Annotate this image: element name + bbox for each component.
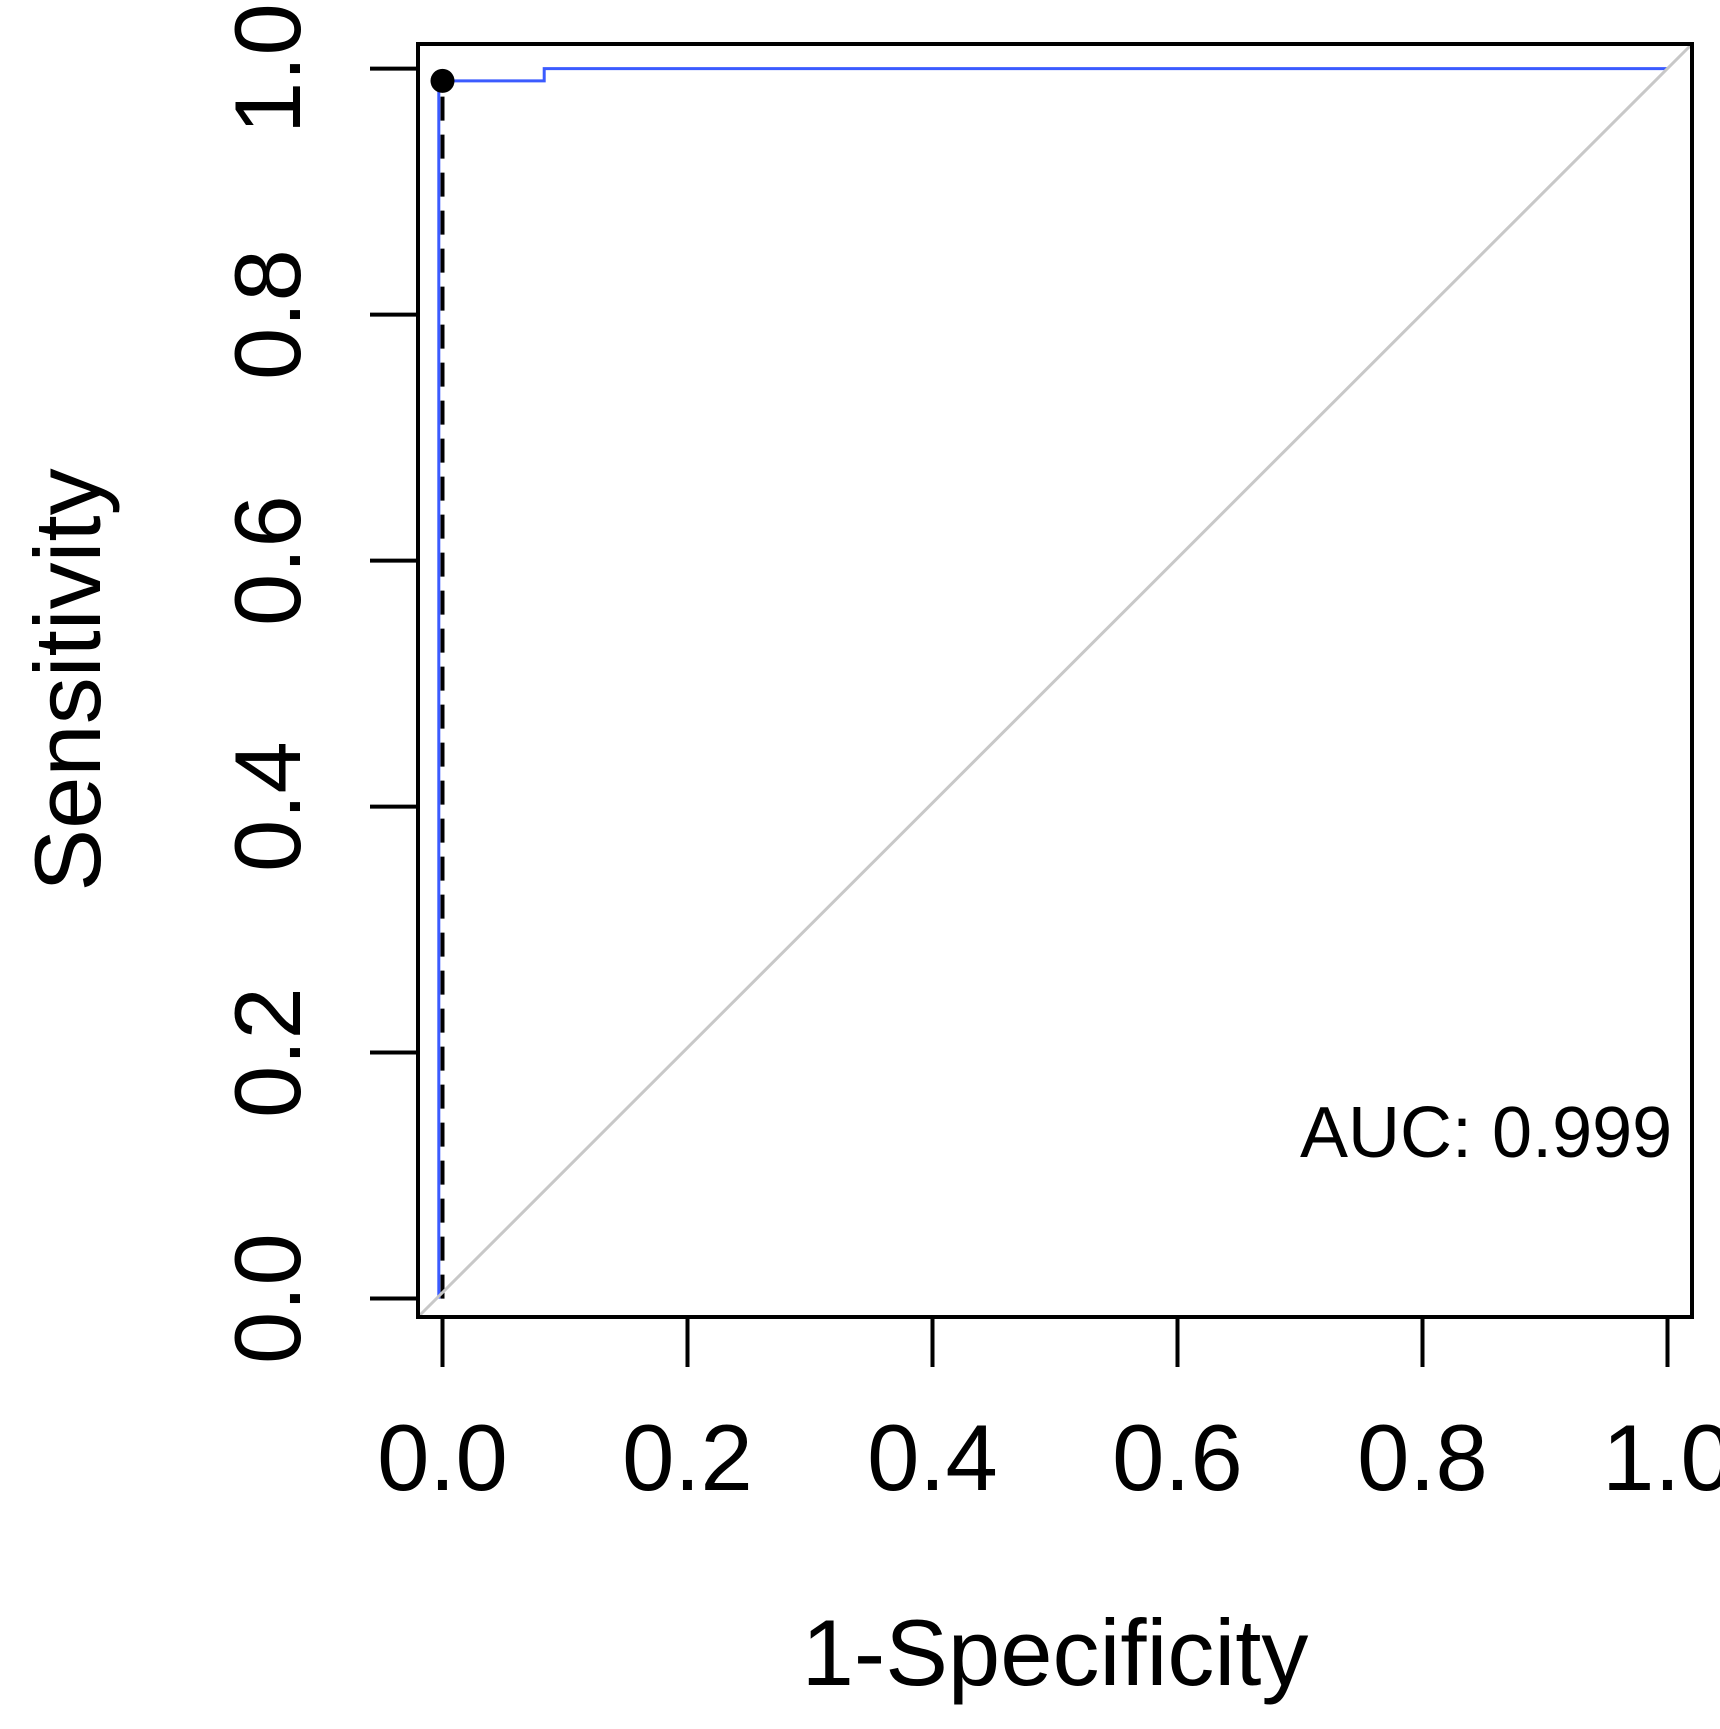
x-axis-title: 1-Specificity <box>802 1600 1309 1705</box>
y-tick-label: 0.6 <box>215 495 320 626</box>
y-tick-label: 0.8 <box>215 249 320 380</box>
plot-frame <box>416 42 1694 1319</box>
x-tick-label: 0.6 <box>1112 1405 1243 1510</box>
roc-curve-line <box>437 67 1668 1299</box>
text-layer: 0.0 0.2 0.4 0.6 0.8 1.0 0.0 0.2 0.4 0.6 0.8 1.0 1-Sp… <box>15 3 1720 1705</box>
y-tick-label: 1.0 <box>215 3 320 134</box>
y-tick-label: 0.2 <box>215 987 320 1118</box>
x-tick-label: 0.4 <box>867 1405 998 1510</box>
diagonal-line <box>416 42 1694 1319</box>
plot-lines-layer <box>416 42 1694 1319</box>
optimal-cutoff-point <box>430 68 455 93</box>
x-tick-label: 0.2 <box>622 1405 753 1510</box>
y-axis-title: Sensitivity <box>15 468 120 891</box>
axes-layer <box>370 42 1694 1367</box>
auc-annotation: AUC: 0.999 <box>1300 1093 1672 1173</box>
x-tick-label: 1.0 <box>1602 1405 1720 1510</box>
x-tick-label: 0.0 <box>377 1405 508 1510</box>
y-tick-label: 0.0 <box>215 1233 320 1364</box>
y-tick-label: 0.4 <box>215 741 320 872</box>
x-tick-label: 0.8 <box>1357 1405 1488 1510</box>
